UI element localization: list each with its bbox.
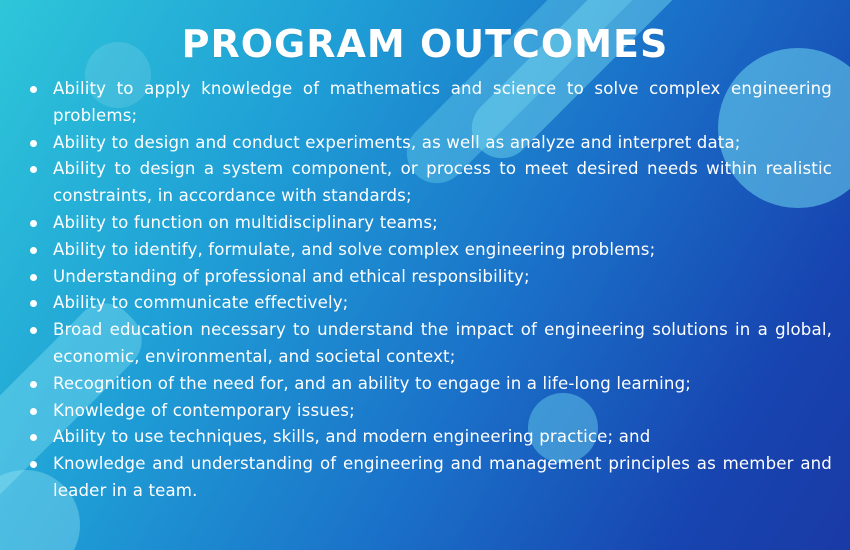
bullet-icon	[30, 166, 37, 174]
bullet-icon	[30, 139, 37, 147]
outcome-text: Ability to use techniques, skills, and m…	[53, 427, 651, 447]
outcome-text: Knowledge of contemporary issues;	[53, 400, 355, 420]
bullet-icon	[30, 86, 37, 93]
outcome-text: Recognition of the need for, and an abil…	[53, 373, 692, 393]
bullet-icon	[30, 461, 37, 469]
decor-circle-bottom	[528, 393, 598, 463]
list-item: Knowledge and understanding of engineeri…	[28, 451, 832, 505]
bullet-icon	[30, 407, 37, 415]
list-item: Recognition of the need for, and an abil…	[28, 371, 832, 398]
outcome-text: Ability to identify, formulate, and solv…	[53, 239, 656, 259]
outcome-text: Ability to communicate effectively;	[53, 293, 349, 313]
list-item: Ability to identify, formulate, and solv…	[28, 237, 832, 264]
page-title: PROGRAM OUTCOMES	[181, 22, 669, 66]
outcome-text: Ability to design a system component, or…	[53, 159, 832, 206]
decor-circle-right	[718, 48, 850, 208]
list-item: Understanding of professional and ethica…	[28, 264, 832, 291]
outcome-text: Understanding of professional and ethica…	[53, 266, 530, 286]
bullet-icon	[30, 219, 37, 227]
outcome-text: Ability to function on multidisciplinary…	[53, 212, 438, 232]
outcome-text: Broad education necessary to understand …	[53, 320, 832, 366]
list-item: Ability to function on multidisciplinary…	[28, 210, 832, 237]
bullet-icon	[30, 380, 37, 388]
bullet-icon	[30, 327, 37, 335]
outcome-text: Knowledge and understanding of engineeri…	[53, 454, 832, 500]
list-item: Broad education necessary to understand …	[28, 317, 832, 371]
outcome-text: Ability to design and conduct experiment…	[53, 132, 741, 152]
outcome-text: Ability to apply knowledge of mathematic…	[53, 79, 832, 125]
decor-circle-top-left	[85, 42, 151, 108]
bullet-icon	[30, 434, 37, 442]
list-item: Ability to use techniques, skills, and m…	[28, 424, 832, 451]
bullet-icon	[30, 273, 37, 281]
list-item: Knowledge of contemporary issues;	[28, 398, 832, 425]
list-item: Ability to apply knowledge of mathematic…	[28, 76, 832, 130]
list-item: Ability to design a system component, or…	[28, 156, 832, 210]
list-item: Ability to design and conduct experiment…	[28, 130, 832, 157]
bullet-icon	[30, 300, 37, 308]
bullet-icon	[30, 246, 37, 254]
list-item: Ability to communicate effectively;	[28, 290, 832, 317]
outcomes-list: Ability to apply knowledge of mathematic…	[28, 76, 832, 505]
